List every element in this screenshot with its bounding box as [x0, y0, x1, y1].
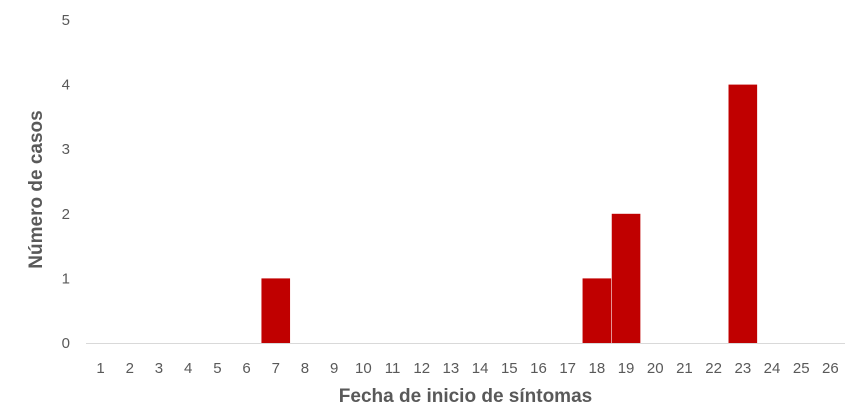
x-tick-label: 11	[385, 360, 401, 377]
x-tick-label: 4	[184, 360, 192, 377]
x-axis-title: Fecha de inicio de síntomas	[339, 386, 592, 407]
x-tick-label: 21	[676, 360, 693, 377]
x-tick-label: 6	[242, 360, 250, 377]
y-axis-title: Número de casos	[26, 110, 47, 268]
y-tick-label: 2	[62, 206, 70, 223]
x-tick-label: 13	[443, 360, 460, 377]
x-tick-label: 18	[589, 360, 606, 377]
bar-day-18	[582, 278, 612, 343]
x-tick-label: 19	[618, 360, 635, 377]
x-tick-label: 14	[472, 360, 489, 377]
bar-day-7	[261, 278, 291, 343]
x-tick-label: 15	[501, 360, 518, 377]
bars-layer	[261, 84, 758, 343]
y-tick-label: 3	[62, 141, 70, 158]
bar-day-23	[728, 84, 758, 343]
x-tick-label: 10	[355, 360, 372, 377]
x-tick-label: 26	[822, 360, 839, 377]
y-tick-label: 0	[62, 335, 70, 352]
bar-day-19	[611, 213, 641, 343]
x-tick-label: 3	[155, 360, 163, 377]
x-tick-label: 5	[213, 360, 221, 377]
x-tick-label: 8	[301, 360, 309, 377]
y-tick-label: 5	[62, 12, 70, 29]
x-tick-labels: 1 2 3 4 5 6 7 8 9 10 11 12 13 14 15 16 17 18 19 20 21 22 23 24 2…	[96, 360, 838, 377]
y-tick-label: 1	[62, 270, 70, 287]
x-tick-label: 16	[530, 360, 547, 377]
y-tick-label: 4	[62, 77, 70, 94]
x-tick-label: 12	[413, 360, 430, 377]
x-tick-label: 1	[96, 360, 104, 377]
x-tick-label: 17	[559, 360, 576, 377]
x-tick-label: 25	[793, 360, 810, 377]
x-tick-label: 7	[272, 360, 280, 377]
x-tick-label: 2	[126, 360, 134, 377]
x-tick-label: 9	[330, 360, 338, 377]
x-tick-label: 24	[764, 360, 781, 377]
y-tick-labels: 0 1 2 3 4 5	[62, 12, 70, 352]
x-tick-label: 20	[647, 360, 664, 377]
x-tick-label: 22	[705, 360, 722, 377]
x-tick-label: 23	[734, 360, 751, 377]
